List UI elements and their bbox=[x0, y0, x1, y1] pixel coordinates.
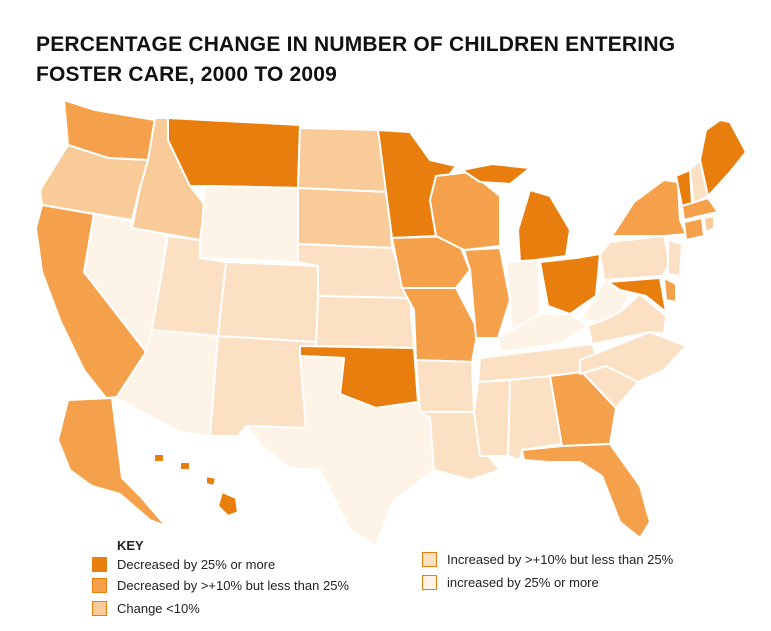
state-sd bbox=[297, 187, 393, 249]
state-hi-big bbox=[217, 491, 239, 517]
state-fl bbox=[521, 443, 651, 539]
state-ga bbox=[549, 371, 617, 447]
state-nj bbox=[667, 239, 683, 277]
state-md bbox=[607, 277, 667, 313]
state-nc bbox=[579, 331, 687, 383]
map-title-line1: PERCENTAGE CHANGE IN NUMBER OF CHILDREN … bbox=[36, 33, 676, 56]
state-pa bbox=[599, 235, 671, 281]
state-hi-kauai bbox=[153, 453, 165, 463]
state-ri bbox=[703, 215, 715, 233]
state-mt bbox=[167, 117, 301, 189]
map-title: PERCENTAGE CHANGE IN NUMBER OF CHILDREN … bbox=[36, 30, 676, 90]
state-me bbox=[699, 119, 747, 197]
state-nd bbox=[297, 127, 389, 193]
state-wy bbox=[199, 185, 301, 263]
state-ks bbox=[315, 295, 415, 349]
map-title-line2: FOSTER CARE, 2000 TO 2009 bbox=[36, 63, 338, 86]
state-mi bbox=[517, 189, 571, 263]
state-hi-maui bbox=[205, 475, 217, 487]
state-ma bbox=[681, 197, 719, 221]
state-ar bbox=[415, 359, 475, 413]
state-va bbox=[587, 293, 667, 345]
state-wi bbox=[429, 171, 501, 251]
state-ct bbox=[683, 217, 705, 241]
state-ms bbox=[473, 379, 511, 457]
state-ak bbox=[57, 397, 167, 527]
state-hi-oahu bbox=[179, 461, 191, 471]
state-tx bbox=[245, 355, 435, 547]
state-wi-up bbox=[461, 163, 531, 185]
state-ny bbox=[611, 179, 687, 237]
state-co bbox=[217, 261, 321, 343]
state-de bbox=[663, 277, 677, 303]
